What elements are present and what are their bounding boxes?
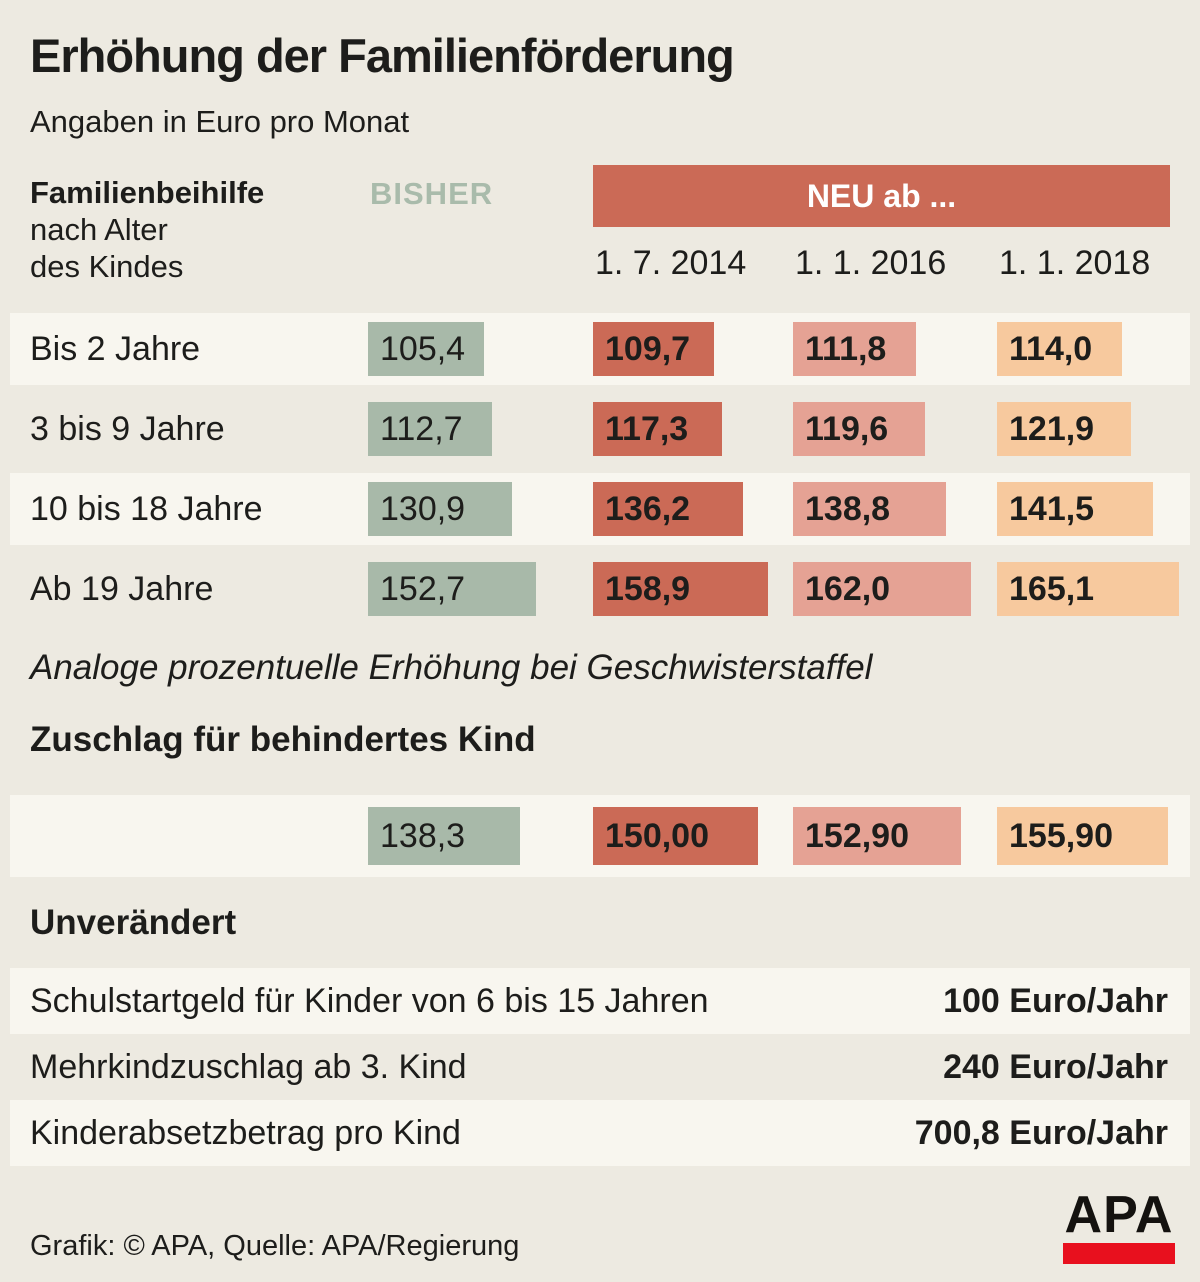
unchanged-label: Mehrkindzuschlag ab 3. Kind (30, 1048, 467, 1086)
section-heading-unveraendert: Unverändert (30, 903, 237, 942)
column-header-date-2018: 1. 1. 2018 (999, 244, 1151, 282)
value-bisher: 105,4 (368, 322, 484, 376)
footnote-geschwisterstaffel: Analoge prozentuelle Erhöhung bei Geschw… (30, 648, 873, 687)
row-header-line2: nach Alter (30, 212, 168, 247)
table-row: 10 bis 18 Jahre 130,9 136,2 138,8 141,5 (10, 473, 1190, 545)
value-neu-2018: 155,90 (997, 807, 1168, 865)
section-heading-zuschlag: Zuschlag für behindertes Kind (30, 720, 536, 759)
value-neu-2016: 138,8 (793, 482, 946, 536)
unchanged-label: Schulstartgeld für Kinder von 6 bis 15 J… (30, 982, 709, 1020)
table-row: 3 bis 9 Jahre 112,7 117,3 119,6 121,9 (10, 393, 1190, 465)
row-header-line1: Familienbeihilfe (30, 175, 265, 210)
value-neu-2018: 114,0 (997, 322, 1122, 376)
apa-logo-red-bar (1063, 1243, 1175, 1264)
value-neu-2014: 158,9 (593, 562, 768, 616)
value-neu-2014: 117,3 (593, 402, 722, 456)
table-row: Ab 19 Jahre 152,7 158,9 162,0 165,1 (10, 553, 1190, 625)
value-neu-2014: 136,2 (593, 482, 743, 536)
column-header-date-2016: 1. 1. 2016 (795, 244, 947, 282)
table-row-zuschlag: 138,3 150,00 152,90 155,90 (10, 795, 1190, 877)
row-label: 3 bis 9 Jahre (30, 410, 225, 448)
page-subtitle: Angaben in Euro pro Monat (30, 104, 410, 139)
row-label: 10 bis 18 Jahre (30, 490, 263, 528)
apa-logo: APA (1063, 1188, 1175, 1264)
page-title: Erhöhung der Familienförderung (30, 29, 735, 82)
column-header-bisher: BISHER (370, 176, 494, 211)
apa-logo-text: APA (1064, 1186, 1174, 1244)
list-item: Kinderabsetzbetrag pro Kind 700,8 Euro/J… (10, 1100, 1190, 1166)
row-label: Bis 2 Jahre (30, 330, 201, 368)
value-neu-2016: 111,8 (793, 322, 916, 376)
unchanged-value: 240 Euro/Jahr (943, 1048, 1168, 1086)
value-neu-2018: 165,1 (997, 562, 1179, 616)
value-neu-2016: 162,0 (793, 562, 971, 616)
list-item: Mehrkindzuschlag ab 3. Kind 240 Euro/Jah… (10, 1034, 1190, 1100)
value-neu-2014: 150,00 (593, 807, 758, 865)
value-neu-2016: 152,90 (793, 807, 961, 865)
value-bisher: 138,3 (368, 807, 520, 865)
column-header-neu: NEU ab ... (593, 165, 1170, 227)
value-bisher: 152,7 (368, 562, 536, 616)
value-neu-2018: 141,5 (997, 482, 1153, 536)
row-label: Ab 19 Jahre (30, 570, 214, 608)
row-header: Familienbeihilfe nach Alter des Kindes (30, 174, 264, 285)
value-neu-2014: 109,7 (593, 322, 714, 376)
source-credit: Grafik: © APA, Quelle: APA/Regierung (30, 1230, 520, 1262)
value-neu-2018: 121,9 (997, 402, 1131, 456)
value-bisher: 130,9 (368, 482, 512, 536)
value-bisher: 112,7 (368, 402, 492, 456)
unchanged-label: Kinderabsetzbetrag pro Kind (30, 1114, 461, 1152)
value-neu-2016: 119,6 (793, 402, 925, 456)
column-header-date-2014: 1. 7. 2014 (595, 244, 747, 282)
table-row: Bis 2 Jahre 105,4 109,7 111,8 114,0 (10, 313, 1190, 385)
unchanged-value: 100 Euro/Jahr (943, 982, 1168, 1020)
row-header-line3: des Kindes (30, 249, 184, 284)
list-item: Schulstartgeld für Kinder von 6 bis 15 J… (10, 968, 1190, 1034)
unchanged-value: 700,8 Euro/Jahr (914, 1114, 1168, 1152)
